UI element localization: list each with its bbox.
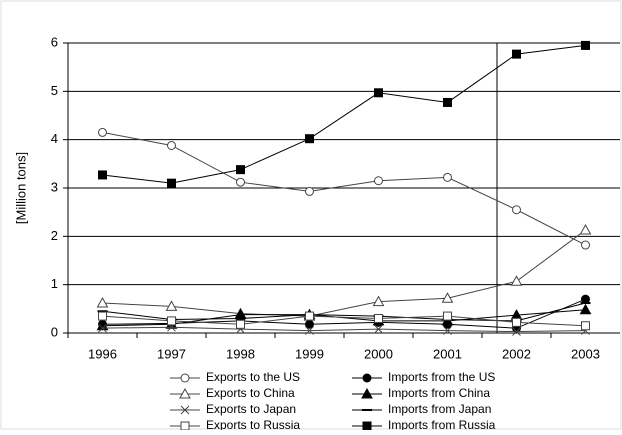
legend-marker — [180, 405, 190, 415]
legend-marker — [180, 373, 190, 383]
marker — [98, 127, 107, 137]
marker — [167, 316, 176, 326]
x-tick-label: 1996 — [88, 346, 117, 361]
marker — [443, 97, 452, 107]
marker — [372, 295, 385, 307]
y-tick-label: 1 — [51, 276, 58, 291]
legend-label: Imports from Russia — [388, 418, 496, 430]
marker — [167, 140, 176, 150]
marker — [441, 292, 454, 303]
marker — [443, 311, 452, 321]
marker — [579, 224, 592, 235]
marker — [236, 319, 245, 329]
marker — [98, 323, 107, 333]
legend-label: Exports to Japan — [206, 402, 296, 416]
marker — [374, 324, 383, 334]
y-tick-label: 3 — [51, 179, 58, 194]
y-axis-label: [Million tons] — [13, 152, 28, 224]
marker — [374, 176, 383, 186]
series-line — [102, 44, 586, 184]
marker — [165, 300, 178, 311]
marker — [98, 170, 107, 180]
marker — [512, 205, 521, 215]
x-tick-label: 2002 — [502, 346, 531, 361]
marker — [374, 314, 383, 323]
marker — [581, 321, 590, 331]
marker — [374, 88, 383, 98]
series-line — [102, 131, 586, 246]
x-tick-label: 2003 — [571, 346, 600, 361]
legend-label: Exports to Russia — [206, 418, 300, 430]
legend-label: Imports from the US — [388, 370, 495, 384]
marker — [305, 311, 314, 321]
y-tick-label: 2 — [51, 228, 58, 243]
marker — [581, 240, 590, 250]
x-tick-label: 2000 — [364, 346, 393, 361]
marker — [579, 303, 592, 315]
legend-marker — [180, 421, 190, 431]
x-tick-label: 2001 — [433, 346, 462, 361]
y-tick-label: 6 — [51, 34, 58, 49]
marker — [236, 165, 245, 175]
legend-label: Exports to China — [206, 386, 295, 400]
marker — [236, 177, 245, 187]
series-line — [102, 302, 586, 322]
y-tick-label: 0 — [51, 324, 58, 339]
marker — [305, 326, 314, 335]
marker — [510, 275, 523, 286]
marker — [443, 326, 452, 335]
x-tick-label: 1997 — [157, 346, 186, 361]
legend-marker — [361, 387, 373, 399]
marker — [512, 317, 521, 327]
marker — [305, 186, 314, 196]
marker — [98, 311, 107, 321]
marker — [443, 172, 452, 182]
marker — [96, 297, 109, 308]
legend-marker — [362, 373, 372, 383]
x-tick-label: 1999 — [295, 346, 324, 361]
legend-label: Imports from China — [388, 386, 490, 400]
marker — [581, 294, 590, 304]
x-tick-label: 1998 — [226, 346, 255, 361]
marker — [581, 40, 590, 50]
marker — [512, 49, 521, 59]
legend-marker — [362, 421, 372, 431]
legend-marker — [179, 387, 191, 399]
series-line — [102, 326, 586, 333]
series-line — [102, 229, 586, 317]
y-tick-label: 5 — [51, 83, 58, 98]
series-line — [102, 315, 586, 327]
legend-label: Exports to the US — [206, 370, 300, 384]
y-tick-label: 4 — [51, 131, 58, 146]
marker — [167, 178, 176, 188]
legend-label: Imports from Japan — [388, 402, 491, 416]
marker — [512, 327, 521, 336]
marker — [305, 134, 314, 144]
